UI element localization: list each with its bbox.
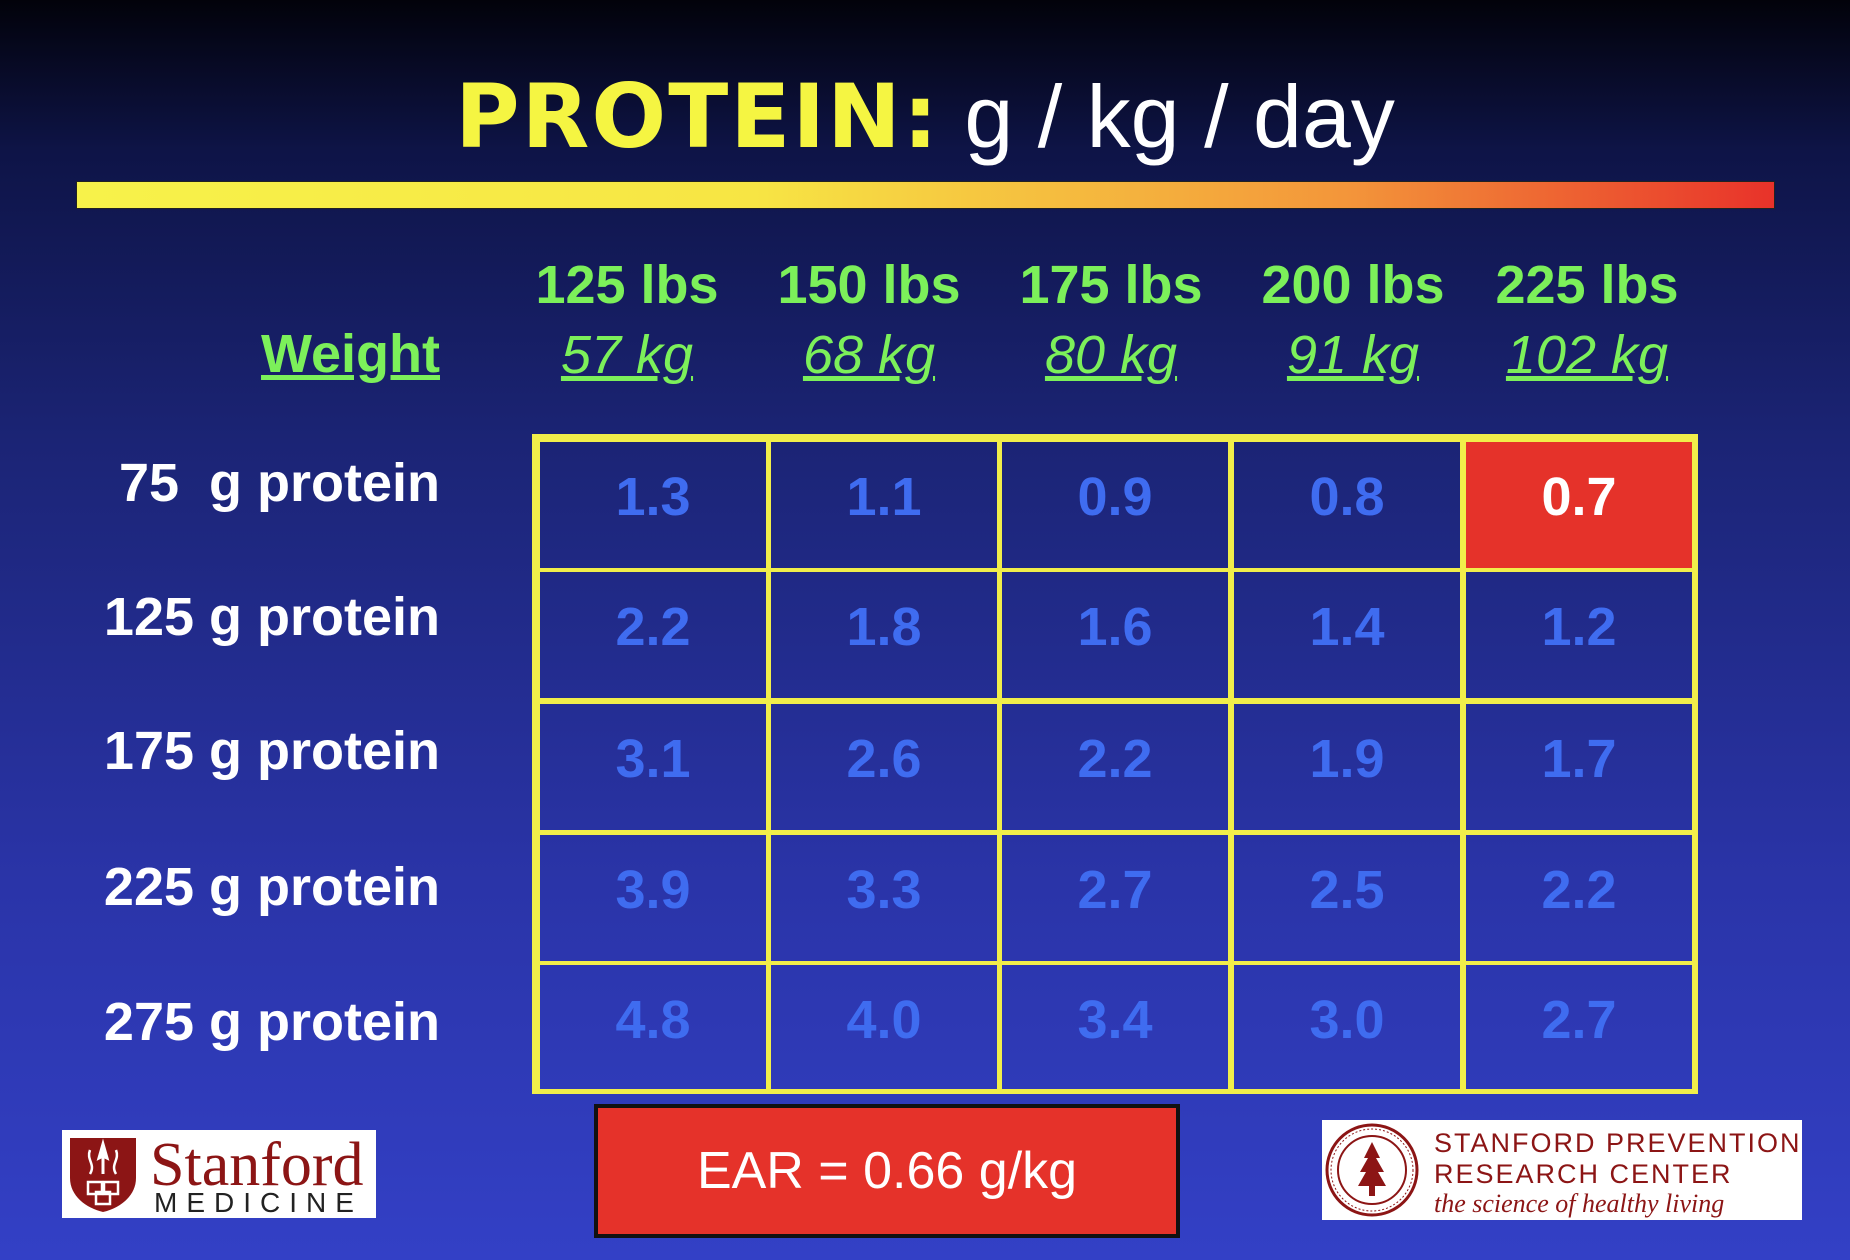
stanford-seal-icon — [1325, 1123, 1419, 1217]
protein-table: 1.3 1.1 0.9 0.8 0.7 2.2 1.8 1.6 1.4 1.2 3.1 2.6 2.2 1… — [532, 434, 1698, 1094]
sprc-line-2: RESEARCH CENTER — [1434, 1159, 1733, 1189]
row-label: 275 g protein — [103, 992, 440, 1052]
sprc-logo: STANFORD PREVENTION RESEARCH CENTER the … — [1322, 1120, 1802, 1220]
row-label: 225 g protein — [103, 857, 440, 917]
column-header-kg: 80 kg — [1044, 325, 1178, 385]
table-cell: 1.7 — [1463, 701, 1695, 833]
column-header-lbs: 200 lbs — [1261, 255, 1445, 315]
table-cell: 3.9 — [537, 832, 769, 964]
table-cell: 3.1 — [537, 701, 769, 833]
column-header: 175 lbs 80 kg — [990, 250, 1232, 390]
stanford-medicine-logo: Stanford MEDICINE — [62, 1130, 376, 1218]
table-cell: 3.4 — [999, 962, 1231, 1094]
table-cell: 2.7 — [1463, 962, 1695, 1094]
row-label: 75 g protein — [118, 453, 440, 513]
table-cell: 1.8 — [768, 569, 1000, 701]
column-header-lbs: 150 lbs — [777, 255, 961, 315]
table-cell: 1.3 — [537, 439, 769, 571]
title-units: g / kg / day — [964, 67, 1395, 166]
table-cell: 2.6 — [768, 701, 1000, 833]
table-cell: 2.7 — [999, 832, 1231, 964]
column-header-kg: 57 kg — [560, 325, 694, 385]
column-header: 225 lbs 102 kg — [1466, 250, 1708, 390]
table-cell: 1.2 — [1463, 569, 1695, 701]
table-cell: 3.0 — [1231, 962, 1463, 1094]
medicine-wordmark: MEDICINE — [154, 1187, 363, 1218]
sprc-line-1: STANFORD PREVENTION — [1434, 1128, 1802, 1158]
stanford-shield-icon — [70, 1138, 136, 1212]
row-label: 175 g protein — [103, 721, 440, 781]
page-title: PROTEIN: g / kg / day — [0, 62, 1850, 172]
row-label: 125 g protein — [103, 587, 440, 647]
ear-annotation: EAR = 0.66 g/kg — [594, 1104, 1180, 1238]
table-cell: 2.2 — [1463, 832, 1695, 964]
table-cell: 2.2 — [999, 701, 1231, 833]
table-cell: 1.1 — [768, 439, 1000, 571]
weight-header: Weight — [261, 324, 440, 384]
column-header-lbs: 175 lbs — [1019, 255, 1203, 315]
table-cell: 4.0 — [768, 962, 1000, 1094]
table-cell: 2.2 — [537, 569, 769, 701]
stanford-wordmark: Stanford — [150, 1131, 364, 1199]
table-cell: 4.8 — [537, 962, 769, 1094]
column-header: 200 lbs 91 kg — [1232, 250, 1474, 390]
column-header-kg: 68 kg — [802, 325, 936, 385]
column-header: 125 lbs 57 kg — [506, 250, 748, 390]
column-header-lbs: 225 lbs — [1495, 255, 1679, 315]
table-cell: 0.7 — [1463, 439, 1695, 571]
column-header-lbs: 125 lbs — [535, 255, 719, 315]
table-cell: 0.9 — [999, 439, 1231, 571]
table-cell: 0.8 — [1231, 439, 1463, 571]
title-strong: PROTEIN: — [455, 65, 940, 168]
column-header-kg: 102 kg — [1505, 325, 1669, 385]
column-header-kg: 91 kg — [1286, 325, 1420, 385]
table-cell: 3.3 — [768, 832, 1000, 964]
table-cell: 1.9 — [1231, 701, 1463, 833]
sprc-tagline: the science of healthy living — [1434, 1189, 1725, 1218]
table-cell: 2.5 — [1231, 832, 1463, 964]
table-cell: 1.4 — [1231, 569, 1463, 701]
table-cell: 1.6 — [999, 569, 1231, 701]
title-divider — [76, 181, 1775, 209]
column-header: 150 lbs 68 kg — [748, 250, 990, 390]
